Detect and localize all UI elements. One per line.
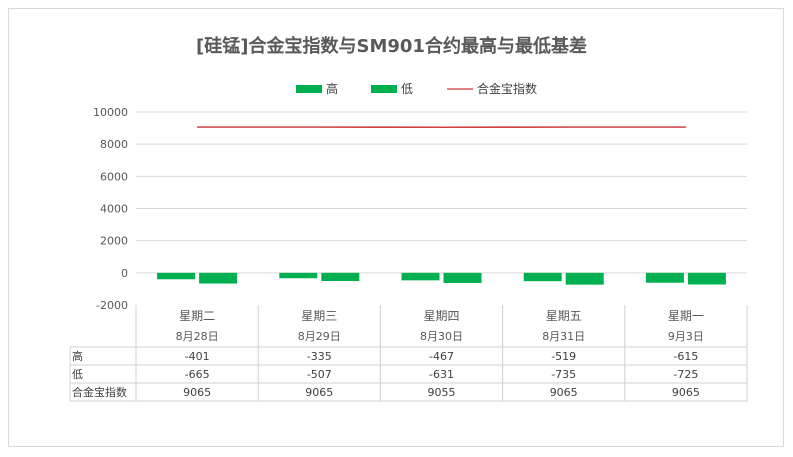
data-label: -735 bbox=[551, 368, 576, 381]
x-category-label: 星期二 bbox=[179, 309, 215, 323]
data-label: -467 bbox=[429, 350, 454, 363]
bar-low bbox=[687, 272, 726, 285]
bar-low bbox=[443, 272, 482, 283]
data-label: -507 bbox=[307, 368, 332, 381]
chart-title: [硅锰]合金宝指数与SM901合约最高与最低基差 bbox=[196, 36, 587, 57]
data-label: -335 bbox=[307, 350, 332, 363]
x-category-label: 星期四 bbox=[423, 309, 459, 323]
data-label: -519 bbox=[551, 350, 576, 363]
y-tick-label: 4000 bbox=[100, 203, 128, 216]
y-tick-label: 0 bbox=[121, 267, 128, 280]
bar-low bbox=[565, 272, 604, 285]
data-label: 9065 bbox=[305, 386, 333, 399]
legend-label-high: 高 bbox=[326, 81, 338, 96]
table-row-label: 合金宝指数 bbox=[72, 385, 127, 399]
chart-frame bbox=[8, 8, 784, 447]
y-tick-label: 8000 bbox=[100, 138, 128, 151]
legend-label-index: 合金宝指数 bbox=[477, 81, 537, 96]
data-label: 9065 bbox=[550, 386, 578, 399]
bar-high bbox=[279, 272, 318, 279]
data-label: -725 bbox=[673, 368, 698, 381]
bar-high bbox=[645, 272, 684, 283]
table-row-label: 高 bbox=[72, 349, 83, 363]
bar-low bbox=[199, 272, 238, 284]
data-label: -665 bbox=[185, 368, 210, 381]
bar-low bbox=[321, 272, 360, 281]
x-date-label: 8月31日 bbox=[542, 330, 585, 343]
y-tick-label: 6000 bbox=[100, 170, 128, 183]
bar-high bbox=[157, 272, 196, 280]
x-date-label: 8月29日 bbox=[298, 330, 341, 343]
y-tick-label: 10000 bbox=[93, 106, 128, 119]
x-category-label: 星期一 bbox=[668, 309, 704, 323]
data-label: 9055 bbox=[428, 386, 456, 399]
bar-high bbox=[401, 272, 440, 281]
data-label: -615 bbox=[673, 350, 698, 363]
data-label: -401 bbox=[185, 350, 210, 363]
data-label: 9065 bbox=[672, 386, 700, 399]
data-label: -631 bbox=[429, 368, 454, 381]
x-date-label: 9月3日 bbox=[668, 330, 704, 343]
table-row-label: 低 bbox=[72, 368, 83, 381]
data-label: 9065 bbox=[183, 386, 211, 399]
legend-swatch-high bbox=[296, 85, 322, 93]
bar-high bbox=[523, 272, 562, 282]
y-tick-label: 2000 bbox=[100, 235, 128, 248]
x-category-label: 星期五 bbox=[546, 309, 582, 323]
legend-label-low: 低 bbox=[401, 82, 413, 96]
x-date-label: 8月28日 bbox=[176, 330, 219, 343]
legend-swatch-low bbox=[371, 85, 397, 93]
y-tick-label: -2000 bbox=[96, 299, 128, 312]
x-category-label: 星期三 bbox=[301, 309, 337, 323]
x-date-label: 8月30日 bbox=[420, 330, 463, 343]
